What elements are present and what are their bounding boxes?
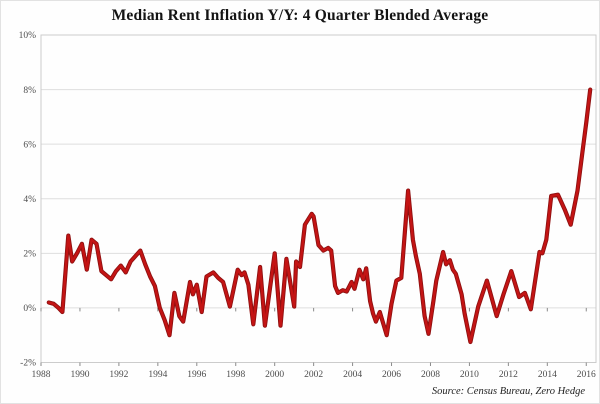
y-axis-tick-label: 2% <box>23 250 36 260</box>
y-axis-tick-label: 8% <box>23 86 36 96</box>
x-axis-tick-label: 2014 <box>538 370 557 380</box>
x-axis-tick-label: 1994 <box>148 370 167 380</box>
x-axis-tick-label: 2004 <box>343 370 362 380</box>
y-axis-tick-label: 10% <box>19 31 37 41</box>
data-line-edge <box>46 87 593 345</box>
plot-border <box>40 34 597 363</box>
source-attribution: Source: Census Bureau, Zero Hedge <box>431 386 585 397</box>
y-axis-tick-label: 0% <box>23 304 36 314</box>
y-axis-tick-label: 4% <box>23 195 36 205</box>
chart-title: Median Rent Inflation Y/Y: 4 Quarter Ble… <box>111 7 489 24</box>
x-axis-tick-label: 1988 <box>32 370 51 380</box>
x-axis-tick-label: 2000 <box>265 370 284 380</box>
data-line <box>47 88 592 344</box>
x-axis-tick-label: 2006 <box>382 370 401 380</box>
x-axis-tick-label: 1996 <box>187 370 206 380</box>
x-axis-tick-label: 1990 <box>70 370 89 380</box>
x-axis-tick-label: 2010 <box>460 370 479 380</box>
x-axis-tick-label: 2008 <box>421 370 440 380</box>
x-axis-tick-label: 1998 <box>226 370 245 380</box>
x-axis-tick-label: 2002 <box>304 370 323 380</box>
x-axis-tick-label: 1992 <box>109 370 128 380</box>
y-axis-tick-label: 6% <box>23 140 36 150</box>
x-axis-tick-label: 2012 <box>499 370 518 380</box>
y-axis-tick-label: -2% <box>20 359 36 369</box>
x-axis-tick-label: 2016 <box>577 370 596 380</box>
